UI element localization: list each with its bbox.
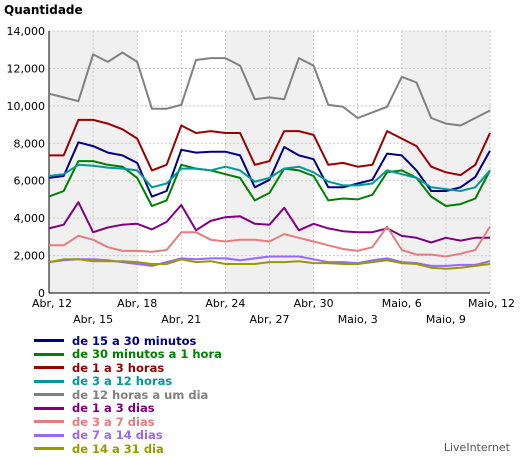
legend-label: de 3 a 7 dias: [72, 414, 155, 429]
y-axis-label: Quantidade: [4, 3, 83, 17]
chart-legend: de 15 a 30 minutos de 30 minutos a 1 hora…: [34, 334, 222, 456]
legend-label: de 12 horas a um dia: [72, 387, 209, 402]
series-line-8: [48, 258, 491, 270]
legend-swatch: [34, 433, 64, 437]
y-tick-label-7: 14,000: [7, 25, 46, 38]
legend-item: de 15 a 30 minutos: [34, 334, 222, 348]
legend-label: de 3 a 12 horas: [72, 374, 173, 389]
series-line-2: [49, 118, 491, 177]
x-tick-label-top-1: Abr, 18: [117, 297, 157, 310]
legend-item: de 7 a 14 dias: [34, 428, 222, 443]
series-line-5: [48, 201, 490, 244]
legend-swatch: [34, 447, 64, 451]
legend-item: de 1 a 3 dias: [34, 401, 222, 416]
series-line-0: [48, 141, 491, 198]
legend-item: de 3 a 12 horas: [34, 374, 222, 389]
y-tick-label-0: 0: [38, 287, 45, 300]
legend-label: de 30 minutos a 1 hora: [72, 347, 222, 362]
legend-label: de 14 a 31 dia: [72, 441, 164, 456]
chart-axes: [48, 31, 490, 294]
series-line-3: [48, 163, 491, 192]
legend-swatch: [34, 393, 64, 397]
x-tick-label-bottom-4: Maio, 9: [426, 313, 466, 326]
legend-swatch: [34, 339, 64, 343]
legend-item: de 14 a 31 dia: [34, 442, 222, 456]
y-tick-label-6: 12,000: [7, 62, 46, 75]
legend-label: de 1 a 3 dias: [72, 401, 155, 416]
x-tick-label-bottom-0: Abr, 15: [73, 313, 113, 326]
y-tick-label-4: 8,000: [14, 137, 46, 150]
x-tick-label-top-5: Maio, 12: [468, 297, 515, 310]
x-tick-label-top-2: Abr, 24: [205, 297, 245, 310]
series-line-6: [49, 225, 491, 258]
legend-item: de 12 horas a um dia: [34, 388, 222, 402]
legend-swatch: [34, 366, 64, 370]
chart-series-lines: [48, 51, 491, 270]
legend-item: de 30 minutos a 1 hora: [34, 347, 222, 362]
legend-label: de 15 a 30 minutos: [72, 333, 197, 348]
legend-swatch: [34, 406, 64, 410]
liveinternet-credit: LiveInternet: [443, 441, 510, 454]
series-line-4: [48, 51, 491, 127]
legend-item: de 1 a 3 horas: [34, 361, 222, 375]
legend-item: de 3 a 7 dias: [34, 415, 222, 429]
legend-label: de 7 a 14 dias: [72, 428, 163, 443]
legend-swatch: [34, 420, 64, 424]
x-tick-label-top-0: Abr, 12: [32, 297, 72, 310]
legend-swatch: [34, 379, 64, 383]
x-tick-label-top-4: Maio, 6: [382, 297, 422, 310]
x-tick-label-top-3: Abr, 30: [294, 297, 334, 310]
x-tick-label-bottom-2: Abr, 27: [249, 313, 289, 326]
y-tick-label-2: 4,000: [14, 212, 46, 225]
y-tick-label-1: 2,000: [14, 250, 46, 263]
chart-tick-labels: 0 2,000 4,000 6,000 8,000 10,000 12,000 14,000 A…: [7, 25, 516, 326]
legend-swatch: [34, 352, 64, 356]
y-tick-label-3: 6,000: [14, 175, 46, 188]
y-tick-label-5: 10,000: [7, 100, 46, 113]
x-tick-label-bottom-3: Maio, 3: [338, 313, 378, 326]
x-tick-label-bottom-1: Abr, 21: [161, 313, 201, 326]
legend-label: de 1 a 3 horas: [72, 360, 165, 375]
